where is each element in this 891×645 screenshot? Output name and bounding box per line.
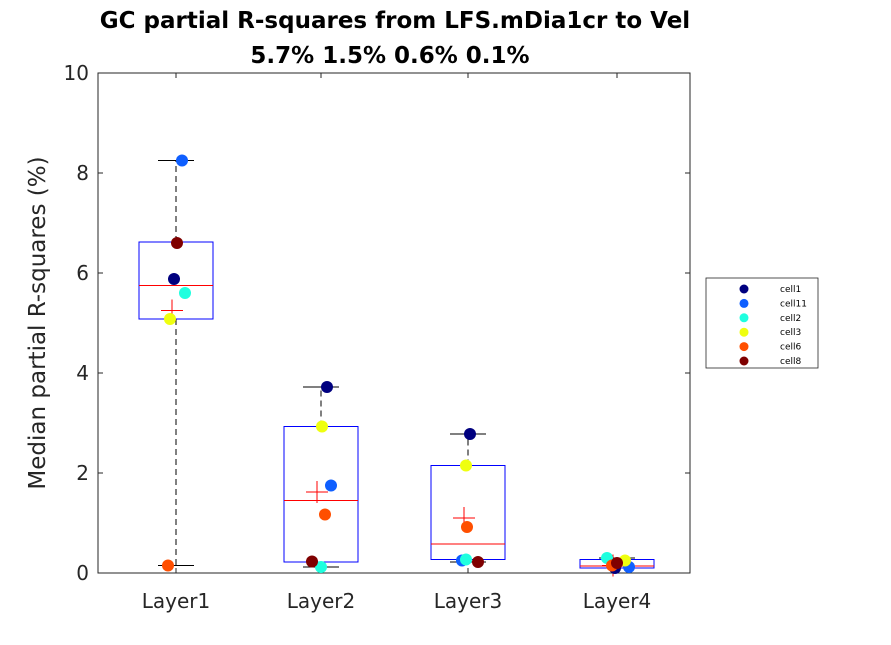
point-cell6-layer3 <box>461 521 473 533</box>
y-axis: 0 2 4 6 8 10 <box>64 61 690 585</box>
legend-marker-cell6 <box>739 342 749 352</box>
point-cell1-layer3 <box>464 428 476 440</box>
legend-label-cell11: cell11 <box>780 299 807 309</box>
point-cell8-layer1 <box>171 237 183 249</box>
chart-subtitle: 5.7% 1.5% 0.6% 0.1% <box>250 43 529 69</box>
legend-marker-cell1 <box>739 284 749 294</box>
point-cell6-layer2 <box>319 508 331 521</box>
y-tick-label: 0 <box>76 561 89 585</box>
point-cell2-layer1 <box>179 287 191 299</box>
legend-label-cell6: cell6 <box>780 343 801 353</box>
y-tick-label: 4 <box>76 361 89 385</box>
point-cell8-layer4 <box>611 557 623 569</box>
y-tick-label: 2 <box>76 461 89 485</box>
point-cell3-layer1 <box>164 313 176 325</box>
point-cell8-layer3 <box>472 556 484 568</box>
legend-label-cell1: cell1 <box>780 285 801 295</box>
point-cell3-layer3 <box>460 459 472 472</box>
y-tick-label: 10 <box>64 61 89 85</box>
legend-label-cell3: cell3 <box>780 328 801 338</box>
point-cell1-layer1 <box>168 273 180 285</box>
point-cell2-layer2 <box>315 561 327 573</box>
point-cell11-layer2 <box>325 479 337 492</box>
plot-area <box>97 72 691 574</box>
point-cell3-layer2 <box>316 420 328 433</box>
legend-label-cell2: cell2 <box>780 314 801 324</box>
legend-marker-cell2 <box>739 313 749 323</box>
point-cell6-layer1 <box>162 559 174 572</box>
point-cell2-layer3 <box>460 553 472 566</box>
x-axis: Layer1 Layer2 Layer3 Layer4 <box>142 73 652 613</box>
x-tick-label: Layer3 <box>434 589 503 613</box>
x-tick-label: Layer1 <box>142 589 211 613</box>
legend-label-cell8: cell8 <box>780 357 801 367</box>
point-cell8-layer2 <box>306 555 318 568</box>
legend-marker-cell3 <box>739 327 749 337</box>
legend-marker-cell8 <box>739 356 749 366</box>
y-axis-label: Median partial R-squares (%) <box>25 156 51 489</box>
y-tick-label: 6 <box>76 261 89 285</box>
point-cell11-layer1 <box>176 154 188 167</box>
chart-title: GC partial R-squares from LFS.mDia1cr to… <box>100 8 690 34</box>
point-cell1-layer2 <box>321 381 333 393</box>
legend: cell1 cell11 cell2 cell3 cell6 cell8 <box>705 277 819 369</box>
y-tick-label: 8 <box>76 161 89 185</box>
points-group <box>162 154 635 574</box>
legend-marker-cell11 <box>739 298 749 308</box>
x-tick-label: Layer4 <box>583 589 652 613</box>
legend-box <box>705 277 819 369</box>
x-tick-label: Layer2 <box>287 589 356 613</box>
